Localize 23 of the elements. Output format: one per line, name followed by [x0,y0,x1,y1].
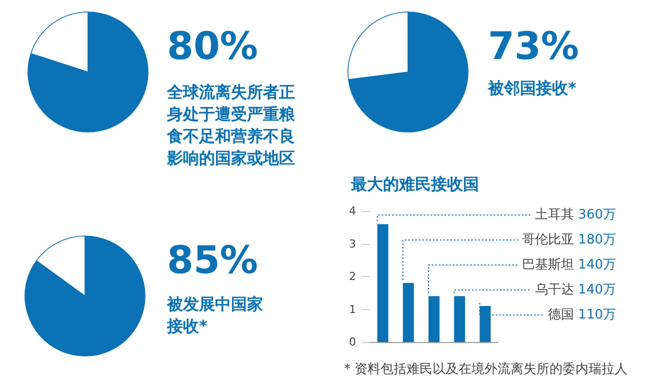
text: 巴基斯坦 140万 [522,258,616,272]
text: 德国 110万 [548,308,616,322]
text: 土耳其 360万 [535,208,616,222]
bar [454,296,466,342]
text: * 资料包括难民以及在境外流离失所的委内瑞拉人 [344,361,628,377]
bar [428,296,440,342]
text: 被邻国接收* [487,78,577,98]
y-tick-label: 0 [349,336,356,348]
chart-title: 73% [488,24,579,68]
y-tick-label: 3 [349,237,356,250]
y-tick-label: 1 [349,302,356,316]
text: 乌干达 140万 [535,282,616,298]
chart-title: 80% [167,24,258,68]
chart-title: 85% [167,238,258,282]
y-tick-label: 2 [349,270,356,283]
chart-title: 最大的难民接收国 [350,174,479,194]
text: 被发展中国家接收* [166,294,263,336]
bar [480,306,491,342]
text: 哥伦比亚 180万 [522,232,616,248]
text: 全球流离失所者正身处于遭受严重粮食不足和营养不良影响的国家或地区 [166,82,296,168]
bar [377,224,388,342]
y-tick-label: 4 [349,204,356,218]
bar [402,283,414,342]
